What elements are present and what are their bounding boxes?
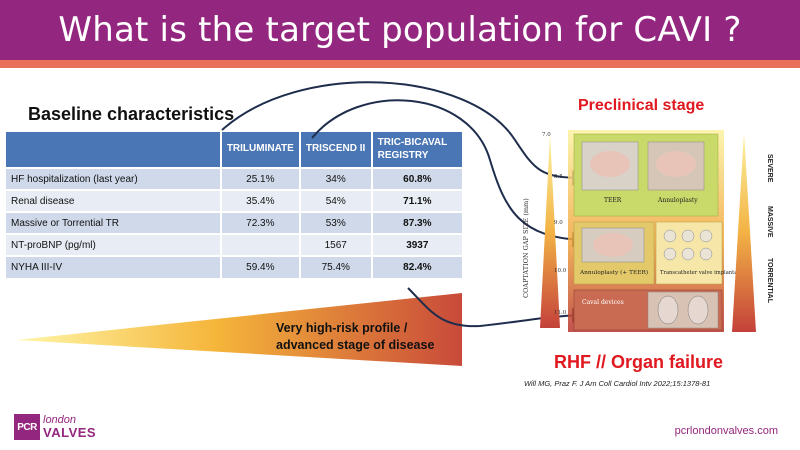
arrow-annuloplasty bbox=[311, 99, 586, 248]
rhf-organ-failure-label: RHF // Organ failure bbox=[554, 352, 724, 372]
severity-severe: SEVERE bbox=[766, 154, 773, 183]
row-label: NYHA III-IV bbox=[6, 255, 222, 278]
table-row: Massive or Torrential TR 72.3% 53% 87.3% bbox=[6, 211, 465, 234]
risk-wedge-shape bbox=[16, 293, 462, 366]
slide-title: What is the target population for CAVI ? bbox=[58, 10, 742, 50]
arrow-teer bbox=[221, 81, 586, 186]
tick-7-0: 7.0 bbox=[542, 132, 551, 138]
table-cell: 53% bbox=[299, 211, 373, 234]
caval-device-icon bbox=[657, 295, 679, 325]
header-stripe bbox=[0, 60, 800, 68]
annuloplasty-teer-valve-icon bbox=[593, 233, 633, 257]
row-label: HF hospitalization (last year) bbox=[6, 167, 222, 190]
teer-valve-icon bbox=[590, 151, 630, 177]
baseline-title: Baseline characteristics bbox=[28, 104, 235, 124]
row-label: Massive or Torrential TR bbox=[6, 211, 222, 234]
table-cell: 54% bbox=[299, 189, 373, 212]
baseline-table: TRILUMINATE TRISCEND II TRIC-BICAVAL REG… bbox=[6, 132, 465, 278]
table-row: Renal disease 35.4% 54% 71.1% bbox=[6, 189, 465, 212]
table-cell: 1567 bbox=[299, 233, 373, 256]
risk-profile-label: Very high-risk profile / advanced stage … bbox=[276, 320, 456, 354]
table-cell: 35.4% bbox=[220, 189, 301, 212]
tick-9-0: 9.0 bbox=[554, 220, 563, 226]
table-cell: 3937 bbox=[371, 233, 465, 256]
transcatheter-caption: Transcatheter valve implantation bbox=[660, 270, 748, 276]
teer-caption: TEER bbox=[604, 197, 622, 204]
table-cell: 59.4% bbox=[220, 255, 301, 278]
table-cell: 25.1% bbox=[220, 167, 301, 190]
valve-device-icon bbox=[681, 247, 695, 261]
gap-triangle bbox=[540, 134, 560, 328]
valve-device-icon bbox=[699, 229, 713, 243]
risk-line-1: Very high-risk profile / bbox=[276, 321, 408, 335]
risk-line-2: advanced stage of disease bbox=[276, 337, 435, 352]
table-cell: 75.4% bbox=[299, 255, 373, 278]
tick-11-0: 11.0 bbox=[554, 310, 567, 316]
severity-massive: MASSIVE bbox=[766, 206, 773, 238]
tick-8-5: 8.5 bbox=[554, 174, 563, 180]
row-label: Renal disease bbox=[6, 189, 222, 212]
logo-valves: VALVES bbox=[43, 425, 97, 440]
annuloplasty-valve-icon bbox=[656, 151, 696, 177]
col-header-triluminate: TRILUMINATE bbox=[220, 132, 301, 168]
valve-device-icon bbox=[681, 229, 695, 243]
caval-caption: Caval devices bbox=[582, 299, 624, 306]
axis-label: COAPTATION GAP SIZE (mm) bbox=[522, 198, 530, 298]
annuloplasty-teer-caption: Annuloplasty (+ TEER) bbox=[579, 269, 648, 276]
table-cell: 34% bbox=[299, 167, 373, 190]
table-cell: 60.8% bbox=[371, 167, 465, 190]
valve-device-icon bbox=[663, 229, 677, 243]
logo-london: london bbox=[43, 414, 77, 426]
table-cell: 71.1% bbox=[371, 189, 465, 212]
col-header-tric-bicaval: TRIC-BICAVAL REGISTRY bbox=[371, 132, 465, 168]
logo-words: london VALVES bbox=[43, 414, 97, 440]
col-header-triscend: TRISCEND II bbox=[299, 132, 373, 168]
pcr-london-valves-logo: PCR london VALVES bbox=[14, 414, 96, 440]
table-row: NT-proBNP (pg/ml) 1567 3937 bbox=[6, 233, 465, 256]
footer-url: pcrlondonvalves.com bbox=[674, 425, 778, 437]
title-bar: What is the target population for CAVI ? bbox=[0, 0, 800, 60]
table-corner-cell bbox=[6, 132, 222, 168]
severity-torrential: TORRENTIAL bbox=[766, 258, 773, 304]
table-cell: 82.4% bbox=[371, 255, 465, 278]
valve-device-icon bbox=[663, 247, 677, 261]
caval-device-icon bbox=[687, 295, 709, 325]
table-row: HF hospitalization (last year) 25.1% 34%… bbox=[6, 167, 465, 190]
treatment-figure: COAPTATION GAP SIZE (mm) 7.0 8.5 9.0 10.… bbox=[522, 130, 773, 332]
table-cell: 72.3% bbox=[220, 211, 301, 234]
table-header-row: TRILUMINATE TRISCEND II TRIC-BICAVAL REG… bbox=[6, 132, 465, 168]
tick-10-0: 10.0 bbox=[554, 268, 567, 274]
table-cell: 87.3% bbox=[371, 211, 465, 234]
valve-device-icon bbox=[699, 247, 713, 261]
severity-triangle bbox=[732, 132, 756, 332]
table-row: NYHA III-IV 59.4% 75.4% 82.4% bbox=[6, 255, 465, 278]
table-cell bbox=[220, 233, 301, 256]
logo-box: PCR bbox=[14, 414, 40, 440]
annuloplasty-caption: Annuloplasty bbox=[657, 197, 698, 204]
citation: Will MG, Praz F. J Am Coll Cardiol Intv … bbox=[524, 379, 711, 388]
preclinical-stage-label: Preclinical stage bbox=[578, 97, 705, 114]
row-label: NT-proBNP (pg/ml) bbox=[6, 233, 222, 256]
